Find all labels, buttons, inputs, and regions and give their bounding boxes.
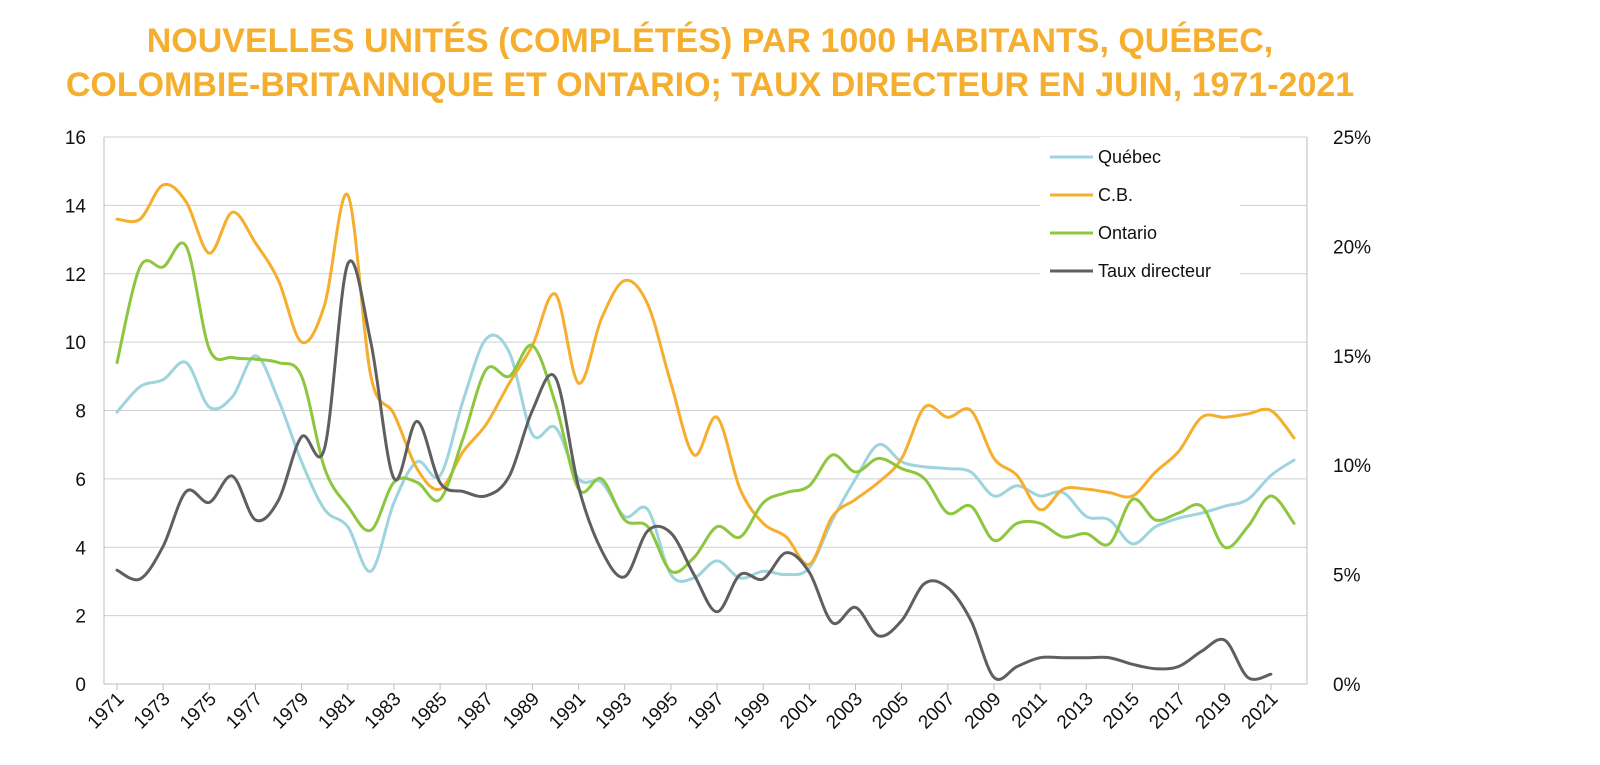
x-tick-label: 1989 — [499, 689, 544, 734]
axes — [103, 137, 1308, 685]
x-tick-label: 1973 — [130, 689, 175, 734]
legend-label-taux-directeur: Taux directeur — [1098, 261, 1211, 281]
left-tick-label: 8 — [75, 402, 86, 423]
x-tick-label: 2017 — [1145, 689, 1190, 734]
right-axis-ticks: 0% 5% 10% 15% 20% 25% — [1333, 128, 1371, 696]
left-tick-label: 0 — [75, 675, 86, 696]
x-tick-label: 2003 — [822, 689, 867, 734]
right-tick-label: 20% — [1333, 237, 1371, 258]
right-tick-label: 15% — [1333, 347, 1371, 368]
x-tick-label: 2009 — [961, 689, 1006, 734]
x-tick-label: 1985 — [407, 689, 452, 734]
x-tick-label: 1993 — [592, 689, 637, 734]
x-axis-ticks: 1971 1973 1975 1977 1979 1981 1983 1985 1987 1989… — [84, 684, 1283, 734]
x-tick-label: 1981 — [315, 689, 360, 734]
right-tick-label: 10% — [1333, 456, 1371, 477]
series-lines — [115, 182, 1296, 681]
left-tick-label: 10 — [65, 333, 86, 354]
series-line-taux-directeur — [115, 259, 1273, 681]
legend-label-ontario: Ontario — [1098, 223, 1157, 243]
legend-background — [1040, 137, 1240, 287]
left-tick-label: 4 — [75, 538, 86, 559]
x-tick-label: 1995 — [638, 689, 683, 734]
right-tick-label: 25% — [1333, 128, 1371, 149]
chart-title-line1: NOUVELLES UNITÉS (COMPLÉTÉS) PAR 1000 HA… — [146, 22, 1274, 60]
x-tick-label: 1987 — [453, 689, 498, 734]
x-tick-label: 1979 — [268, 689, 313, 734]
x-tick-label: 1997 — [684, 689, 729, 734]
series-line-c-b — [115, 182, 1296, 566]
left-tick-label: 16 — [65, 128, 86, 149]
series-line-ontario — [115, 241, 1296, 574]
legend-label-c-b: C.B. — [1098, 185, 1133, 205]
chart-title-line2: COLOMBIE-BRITANNIQUE ET ONTARIO; TAUX DI… — [65, 66, 1355, 104]
legend: Québec C.B. Ontario Taux directeur — [1040, 137, 1240, 287]
x-tick-label: 2001 — [776, 689, 821, 734]
x-tick-label: 2015 — [1099, 689, 1144, 734]
left-axis-ticks: 0 2 4 6 8 10 12 14 16 — [65, 128, 87, 696]
x-tick-label: 1971 — [84, 689, 129, 734]
x-tick-label: 2007 — [915, 689, 960, 734]
x-tick-label: 1975 — [176, 689, 221, 734]
x-tick-label: 1999 — [730, 689, 775, 734]
right-tick-label: 0% — [1333, 675, 1361, 696]
left-tick-label: 6 — [75, 470, 86, 491]
x-tick-label: 2005 — [868, 689, 913, 734]
left-tick-label: 12 — [65, 265, 86, 286]
x-tick-label: 1991 — [545, 689, 590, 734]
legend-label-quebec: Québec — [1098, 147, 1161, 167]
left-tick-label: 2 — [75, 607, 86, 628]
x-tick-label: 1983 — [361, 689, 406, 734]
left-tick-label: 14 — [65, 196, 87, 217]
right-tick-label: 5% — [1333, 566, 1361, 587]
x-tick-label: 2019 — [1192, 689, 1237, 734]
x-tick-label: 2011 — [1008, 689, 1052, 733]
x-tick-label: 2013 — [1053, 689, 1098, 734]
x-tick-label: 2021 — [1238, 689, 1283, 734]
x-tick-label: 1977 — [222, 689, 267, 734]
